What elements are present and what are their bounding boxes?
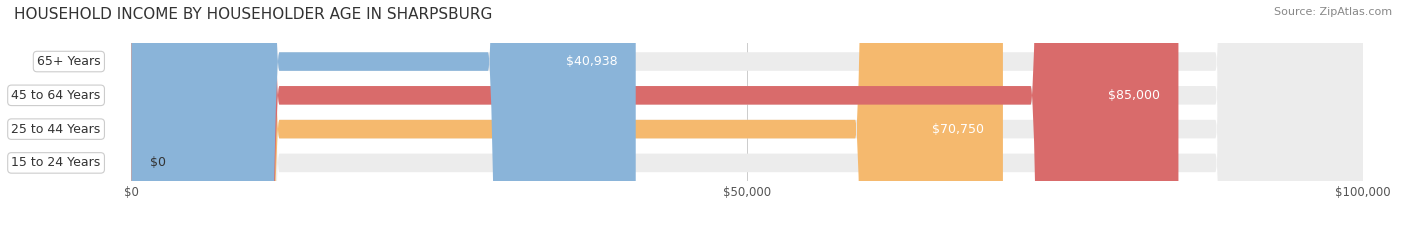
- FancyBboxPatch shape: [132, 0, 1364, 233]
- FancyBboxPatch shape: [132, 0, 1364, 233]
- Text: 25 to 44 Years: 25 to 44 Years: [11, 123, 101, 136]
- Text: Source: ZipAtlas.com: Source: ZipAtlas.com: [1274, 7, 1392, 17]
- Text: $40,938: $40,938: [565, 55, 617, 68]
- FancyBboxPatch shape: [132, 0, 1178, 233]
- Text: $85,000: $85,000: [1108, 89, 1160, 102]
- Text: $70,750: $70,750: [932, 123, 984, 136]
- FancyBboxPatch shape: [132, 0, 1364, 233]
- FancyBboxPatch shape: [132, 0, 636, 233]
- FancyBboxPatch shape: [132, 0, 1002, 233]
- Text: 45 to 64 Years: 45 to 64 Years: [11, 89, 101, 102]
- Text: 65+ Years: 65+ Years: [37, 55, 101, 68]
- FancyBboxPatch shape: [132, 0, 1364, 233]
- Text: $0: $0: [150, 156, 166, 169]
- Text: HOUSEHOLD INCOME BY HOUSEHOLDER AGE IN SHARPSBURG: HOUSEHOLD INCOME BY HOUSEHOLDER AGE IN S…: [14, 7, 492, 22]
- Text: 15 to 24 Years: 15 to 24 Years: [11, 156, 101, 169]
